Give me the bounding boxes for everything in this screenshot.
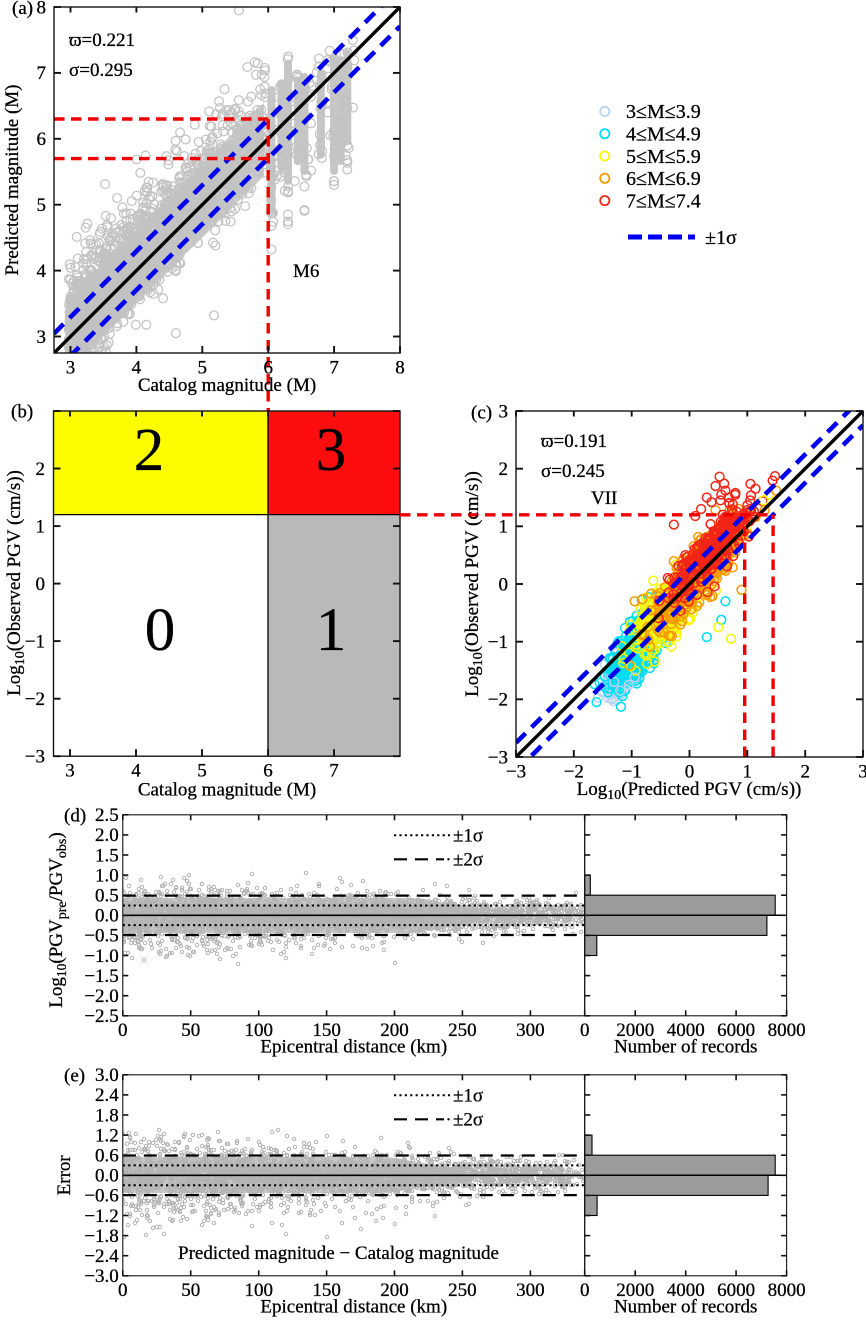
svg-text:8: 8 [395,358,405,379]
svg-text:3: 3 [66,358,76,379]
svg-text:6: 6 [263,761,273,782]
svg-text:1: 1 [743,762,753,783]
svg-text:8: 8 [37,0,47,18]
svg-text:ϖ=0.191: ϖ=0.191 [541,431,607,452]
svg-text:4: 4 [132,358,142,379]
svg-text:1: 1 [499,517,509,538]
svg-text:−3: −3 [488,747,508,768]
svg-text:VII: VII [591,488,617,509]
svg-text:−1: −1 [488,632,508,653]
svg-text:5: 5 [37,195,47,216]
svg-text:σ=0.245: σ=0.245 [541,461,605,482]
svg-text:3: 3 [65,761,75,782]
svg-text:2: 2 [499,459,509,480]
svg-text:−3: −3 [506,762,526,783]
svg-text:4: 4 [131,761,141,782]
svg-text:2: 2 [36,459,46,480]
svg-text:Log10(Observed PGV (cm/s)): Log10(Observed PGV (cm/s)) [4,470,28,696]
svg-text:3: 3 [499,401,509,422]
svg-text:6: 6 [37,129,47,150]
svg-text:Catalog magnitude (M): Catalog magnitude (M) [138,780,316,801]
svg-text:−3: −3 [25,747,45,768]
svg-text:σ=0.295: σ=0.295 [69,60,133,81]
svg-text:4: 4 [37,261,47,282]
svg-text:4≤M≤4.9: 4≤M≤4.9 [626,124,701,146]
svg-text:3: 3 [858,762,866,783]
svg-text:M6: M6 [293,261,319,282]
svg-text:0: 0 [36,574,46,595]
svg-text:3≤M≤3.9: 3≤M≤3.9 [626,101,701,123]
svg-text:7: 7 [329,358,339,379]
svg-text:−2: −2 [488,690,508,711]
svg-text:3: 3 [37,327,47,348]
svg-text:Log10(Observed PGV (cm/s)): Log10(Observed PGV (cm/s)) [462,471,486,697]
svg-text:5: 5 [198,358,208,379]
svg-text:6≤M≤6.9: 6≤M≤6.9 [626,168,701,190]
svg-text:5≤M≤5.9: 5≤M≤5.9 [626,146,701,168]
svg-text:1: 1 [316,597,347,664]
svg-text:3: 3 [316,417,347,484]
svg-text:0: 0 [685,762,695,783]
svg-text:(c): (c) [471,403,492,424]
svg-text:2: 2 [134,417,165,484]
svg-text:7≤M≤7.4: 7≤M≤7.4 [626,190,701,212]
svg-text:Catalog magnitude (M): Catalog magnitude (M) [138,375,316,396]
svg-text:ϖ=0.221: ϖ=0.221 [69,30,135,51]
svg-text:−1: −1 [622,762,642,783]
svg-text:2: 2 [800,762,810,783]
svg-text:−2: −2 [564,762,584,783]
svg-text:5: 5 [197,761,207,782]
svg-text:0: 0 [145,597,176,664]
svg-text:1: 1 [36,516,46,537]
svg-text:±1σ: ±1σ [705,227,737,249]
svg-text:(b): (b) [11,402,33,423]
svg-text:−1: −1 [25,631,45,652]
svg-text:0: 0 [499,574,509,595]
svg-text:−2: −2 [25,689,45,710]
svg-text:6: 6 [263,358,273,379]
svg-text:7: 7 [329,761,339,782]
svg-text:(a): (a) [12,0,33,19]
svg-text:7: 7 [37,63,47,84]
svg-text:Predicted magnitude (M): Predicted magnitude (M) [2,84,23,275]
